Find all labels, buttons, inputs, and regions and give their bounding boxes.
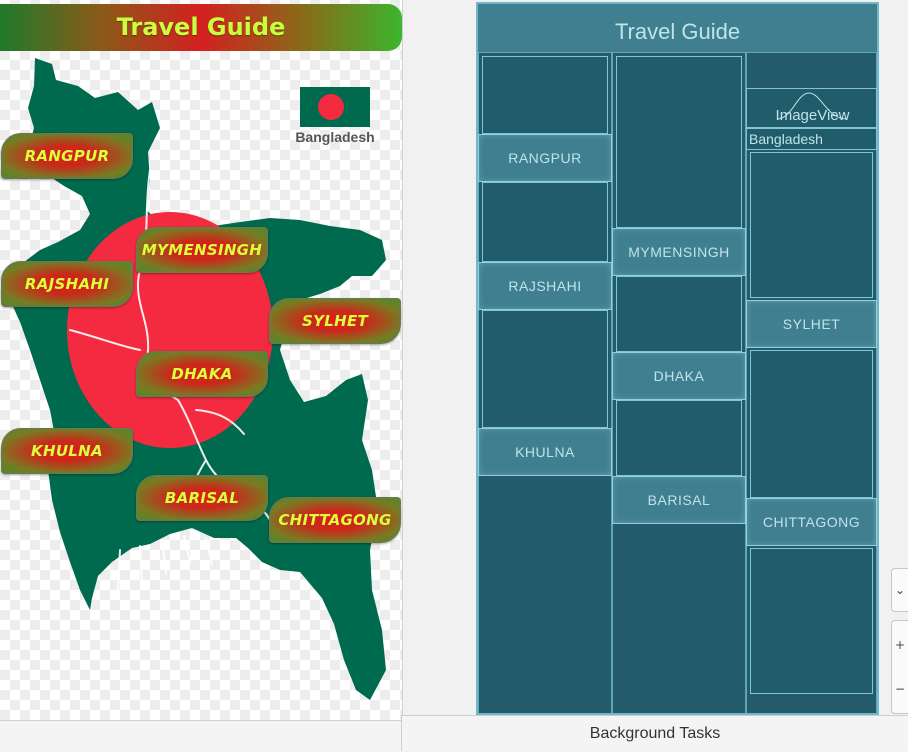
blueprint-rajshahi-button[interactable]: RAJSHAHI — [478, 262, 612, 310]
minus-icon[interactable]: − — [894, 682, 906, 696]
title-bar — [0, 4, 402, 51]
chevron-down-icon[interactable]: ⌄ — [891, 568, 908, 612]
blueprint-space[interactable] — [750, 350, 873, 498]
background-tasks-bar[interactable]: Background Tasks — [401, 715, 908, 751]
blueprint-chittagong-button[interactable]: CHITTAGONG — [746, 498, 877, 546]
blueprint-barisal-button[interactable]: BARISAL — [612, 476, 746, 524]
imageview-label: ImageView — [775, 107, 850, 124]
blueprint-sylhet-button[interactable]: SYLHET — [746, 300, 877, 348]
design-preview: Travel Guide Bangladesh RANGPUR MYMENSIN… — [0, 0, 403, 720]
design-footer — [0, 720, 401, 752]
blueprint-imageview[interactable]: ImageView — [746, 88, 877, 128]
blueprint-space[interactable] — [616, 400, 742, 476]
blueprint-dhaka-button[interactable]: DHAKA — [612, 352, 746, 400]
blueprint-space[interactable] — [616, 56, 742, 228]
blueprint-space[interactable] — [482, 56, 608, 134]
app-title: Travel Guide — [116, 13, 286, 41]
mymensingh-button[interactable]: MYMENSINGH — [136, 227, 268, 273]
khulna-button[interactable]: KHULNA — [1, 428, 133, 474]
blueprint-view[interactable]: Travel Guide RANGPUR RAJSHAHI KHULNA MYM… — [476, 2, 879, 715]
sylhet-button[interactable]: SYLHET — [269, 298, 401, 344]
bangladesh-flag-image — [300, 87, 370, 127]
barisal-button[interactable]: BARISAL — [136, 475, 268, 521]
zoom-controls[interactable]: + − — [891, 620, 908, 714]
flag-label: Bangladesh — [295, 129, 375, 145]
blueprint-flag-textview[interactable]: Bangladesh — [746, 128, 877, 150]
blueprint-space[interactable] — [750, 548, 873, 694]
image-placeholder-icon — [776, 92, 848, 120]
blueprint-space[interactable] — [482, 182, 608, 262]
blueprint-space[interactable] — [616, 276, 742, 352]
rajshahi-button[interactable]: RAJSHAHI — [1, 261, 133, 307]
blueprint-rangpur-button[interactable]: RANGPUR — [478, 134, 612, 182]
flag-red-disc — [318, 94, 344, 120]
plus-icon[interactable]: + — [894, 638, 906, 652]
blueprint-space[interactable] — [750, 152, 873, 298]
blueprint-title[interactable]: Travel Guide — [478, 4, 877, 53]
background-tasks-label[interactable]: Background Tasks — [589, 724, 721, 742]
blueprint-space[interactable] — [482, 310, 608, 428]
blueprint-khulna-button[interactable]: KHULNA — [478, 428, 612, 476]
blueprint-flag-label: Bangladesh — [749, 131, 823, 147]
chittagong-button[interactable]: CHITTAGONG — [269, 497, 401, 543]
rangpur-button[interactable]: RANGPUR — [1, 133, 133, 179]
blueprint-mymensingh-button[interactable]: MYMENSINGH — [612, 228, 746, 276]
dhaka-button[interactable]: DHAKA — [136, 351, 268, 397]
